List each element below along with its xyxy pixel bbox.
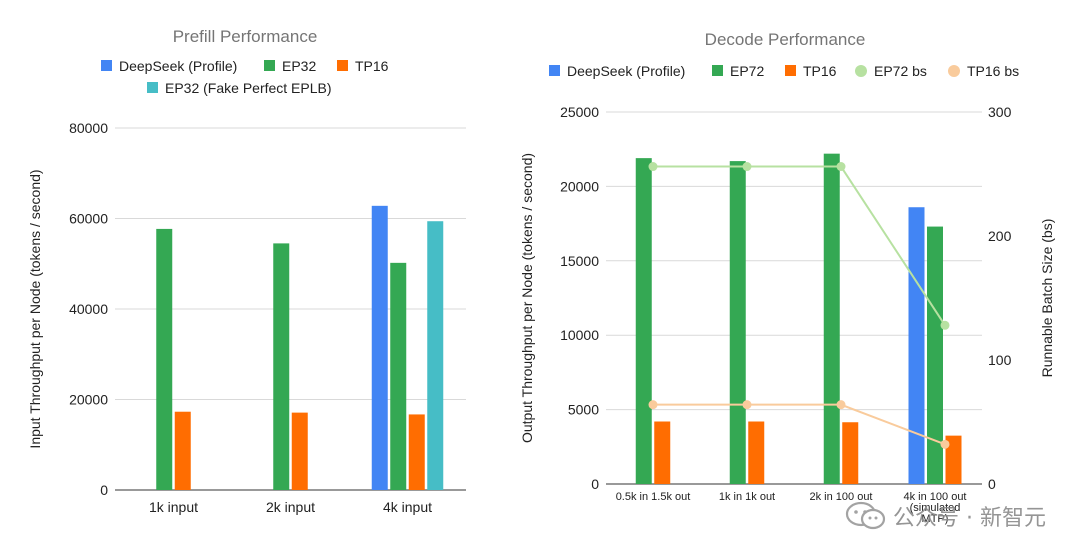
bar — [945, 435, 962, 484]
legend-marker — [855, 65, 867, 77]
legend-swatch — [264, 60, 275, 71]
watermark-text: 公众号 · 新智元 — [893, 506, 1046, 531]
line-point — [648, 400, 658, 410]
x-tick-label: 1k input — [149, 499, 198, 515]
bar — [291, 412, 308, 490]
legend-swatch — [147, 82, 158, 93]
legend-label: TP16 — [803, 63, 837, 79]
legend-swatch — [785, 65, 796, 76]
y-tick-label: 20000 — [69, 392, 108, 408]
decode-chart: Decode Performance DeepSeek (Profile) EP72… — [519, 30, 1055, 525]
y-tick-label: 60000 — [69, 211, 108, 227]
series-line — [653, 403, 946, 446]
line-point — [836, 162, 846, 172]
legend-label: TP16 — [355, 58, 389, 74]
bar — [729, 161, 746, 484]
x-tick-label: 4k input — [383, 499, 432, 515]
legend-label: EP72 bs — [874, 63, 927, 79]
bar — [748, 421, 765, 484]
x-tick-label: MTP) — [922, 513, 949, 525]
bar — [908, 207, 925, 484]
y-tick-label: 80000 — [69, 120, 108, 136]
x-tick-label: 4k in 100 out — [904, 491, 967, 503]
legend-label: EP72 — [730, 63, 764, 79]
bar — [427, 221, 444, 490]
legend-swatch — [549, 65, 560, 76]
wechat-icon — [845, 501, 886, 530]
y-axis-title: Input Throughput per Node (tokens / seco… — [27, 169, 43, 448]
y-tick-label: 5000 — [568, 402, 599, 418]
y2-tick-label: 300 — [988, 104, 1012, 120]
bar — [408, 414, 425, 490]
bar — [371, 205, 388, 490]
legend-label: DeepSeek (Profile) — [567, 63, 685, 79]
y2-tick-label: 100 — [988, 352, 1012, 368]
line-point — [836, 400, 846, 410]
bar — [273, 243, 290, 490]
watermark: 公众号 · 新智元 — [845, 500, 1046, 532]
line-point — [940, 320, 950, 330]
x-tick-label: 2k input — [266, 499, 315, 515]
legend-marker — [948, 65, 960, 77]
x-tick-label: 1k in 1k out — [719, 491, 775, 503]
line-point — [742, 400, 752, 410]
line-point — [742, 162, 752, 172]
y2-tick-label: 200 — [988, 228, 1012, 244]
legend-swatch — [101, 60, 112, 71]
prefill-chart: Prefill Performance DeepSeek (Profile) EP3… — [27, 27, 466, 515]
x-tick-label: 0.5k in 1.5k out — [616, 491, 691, 503]
y2-axis-title: Runnable Batch Size (bs) — [1039, 219, 1055, 378]
bar — [390, 262, 407, 490]
legend-label: TP16 bs — [967, 63, 1019, 79]
line-point — [648, 162, 658, 172]
chart-title: Prefill Performance — [173, 27, 318, 46]
y2-tick-label: 0 — [988, 476, 996, 492]
line-point — [940, 439, 950, 449]
y-tick-label: 25000 — [560, 104, 599, 120]
bar — [635, 158, 652, 485]
y-tick-label: 10000 — [560, 327, 599, 343]
y-tick-label: 0 — [100, 482, 108, 498]
bar — [842, 422, 859, 484]
y-tick-label: 40000 — [69, 301, 108, 317]
bar — [174, 411, 191, 490]
bar — [823, 153, 840, 484]
bar — [156, 228, 173, 490]
x-tick-label: (simulated — [910, 502, 961, 514]
series-line — [653, 165, 946, 326]
legend-label: EP32 (Fake Perfect EPLB) — [165, 80, 332, 96]
legend-label: DeepSeek (Profile) — [119, 58, 237, 74]
y-tick-label: 0 — [591, 476, 599, 492]
legend-swatch — [712, 65, 723, 76]
y-axis-title: Output Throughput per Node (tokens / sec… — [519, 153, 535, 443]
bar — [927, 226, 943, 485]
chart-title: Decode Performance — [705, 30, 866, 49]
legend-label: EP32 — [282, 58, 316, 74]
y-tick-label: 15000 — [560, 253, 599, 269]
legend-swatch — [337, 60, 348, 71]
x-tick-label: 2k in 100 out — [810, 491, 873, 503]
bar — [654, 421, 671, 484]
y-tick-label: 20000 — [560, 178, 599, 194]
